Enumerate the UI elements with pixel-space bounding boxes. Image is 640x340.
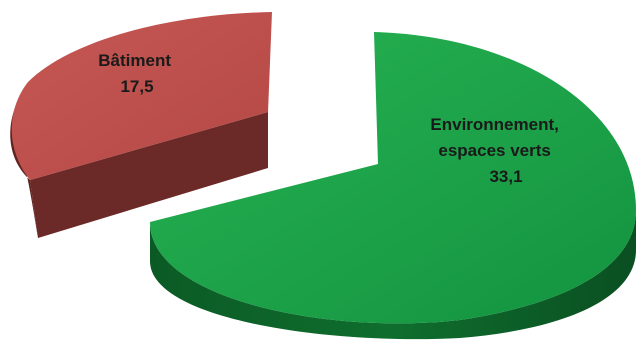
pie-slice-environnement-top [150,32,636,324]
slice-label-batiment: Bâtiment 17,5 [98,51,175,96]
pie-slice-environnement: Environnement, espaces verts 33,1 [150,32,636,340]
pie-slice-batiment-top [11,12,272,180]
pie-slice-batiment-side [30,112,268,238]
slice-label-environnement: Environnement, espaces verts 33,1 [430,115,563,186]
pie-slice-batiment: Bâtiment 17,5 [10,12,272,238]
